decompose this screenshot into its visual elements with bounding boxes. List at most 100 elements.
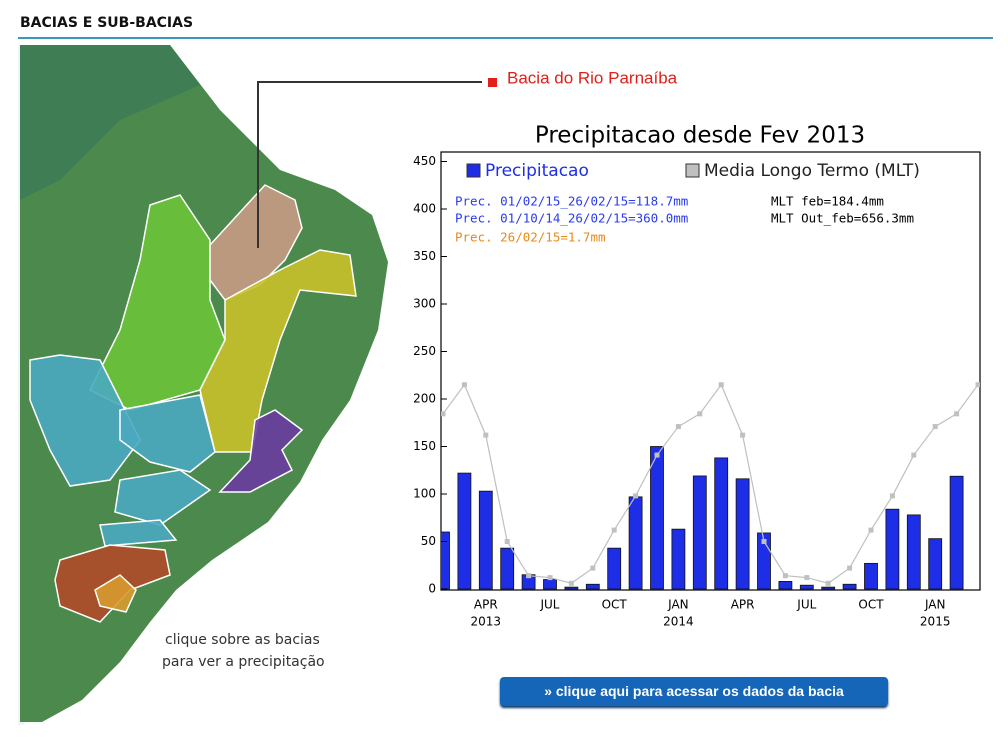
y-tick-label: 350 xyxy=(413,249,436,263)
y-tick-label: 100 xyxy=(413,487,436,501)
x-tick-label: OCT xyxy=(602,598,628,612)
mlt-marker xyxy=(654,452,660,458)
mlt-marker xyxy=(911,452,917,458)
mlt-marker xyxy=(504,539,510,544)
mlt-line xyxy=(442,383,979,584)
mlt-marker xyxy=(483,432,489,438)
basin-marker xyxy=(488,78,497,87)
y-tick-label: 450 xyxy=(413,154,436,168)
x-tick-label: APR xyxy=(731,598,755,612)
bar xyxy=(478,490,493,590)
annotation: MLT Out_feb=656.3mm xyxy=(771,211,914,226)
legend-swatch xyxy=(466,163,481,178)
annotation: Prec. 01/02/15_26/02/15=118.7mm xyxy=(455,194,688,209)
basin[interactable] xyxy=(29,354,141,487)
x-year-label: 2015 xyxy=(920,615,951,629)
mlt-marker xyxy=(526,573,532,579)
mlt-marker xyxy=(461,382,467,388)
basin-label: Bacia do Rio Parnaíba xyxy=(507,68,678,87)
x-year-label: 2014 xyxy=(663,615,694,629)
bar xyxy=(607,547,622,590)
map-caption: clique sobre as bacias xyxy=(165,632,320,648)
legend-swatch xyxy=(685,163,700,178)
bar xyxy=(842,583,857,590)
mlt-marker xyxy=(441,411,446,417)
chart-title: Precipitacao desde Fev 2013 xyxy=(535,123,865,149)
x-tick-label: JUL xyxy=(539,598,559,612)
mlt-marker xyxy=(825,580,831,586)
bar xyxy=(692,475,707,590)
mlt-marker xyxy=(697,411,703,417)
mlt-marker xyxy=(889,493,895,499)
mlt-marker xyxy=(590,565,596,571)
x-tick-label: JAN xyxy=(667,598,689,612)
basin[interactable] xyxy=(99,519,178,547)
bar xyxy=(735,478,750,590)
map: Bacia do Rio Parnaíba clique sobre as ba… xyxy=(18,45,678,725)
mlt-marker xyxy=(847,565,853,571)
bar xyxy=(457,472,472,590)
annotation: MLT feb=184.4mm xyxy=(771,194,884,209)
mlt-marker xyxy=(761,539,767,544)
bar xyxy=(949,475,964,590)
bar xyxy=(821,586,836,590)
mlt-marker xyxy=(804,575,810,581)
bar xyxy=(500,547,515,590)
mlt-marker xyxy=(932,424,938,430)
legend-label: Precipitacao xyxy=(485,161,589,181)
bar xyxy=(864,562,878,590)
annotation: Prec. 26/02/15=1.7mm xyxy=(455,230,606,245)
bar xyxy=(543,579,557,590)
land-north xyxy=(20,45,200,200)
plot xyxy=(441,382,980,590)
mlt-marker xyxy=(568,580,574,586)
bar xyxy=(778,581,793,590)
leader-line xyxy=(257,81,482,248)
data-button[interactable]: » clique aqui para acessar os dados da b… xyxy=(500,677,888,706)
y-tick-label: 150 xyxy=(413,439,436,453)
header-rule xyxy=(18,37,993,39)
x-year-label: 2013 xyxy=(471,615,502,629)
map-caption: para ver a precipitação xyxy=(162,654,325,670)
bar xyxy=(714,457,729,590)
section-title: BACIAS E SUB-BACIAS xyxy=(20,15,193,31)
mlt-marker xyxy=(633,493,639,499)
basin[interactable] xyxy=(114,469,212,526)
mlt-marker xyxy=(547,575,553,581)
x-tick-label: JAN xyxy=(924,598,946,612)
y-tick-label: 50 xyxy=(421,534,436,548)
bar xyxy=(585,583,600,590)
x-tick-label: APR xyxy=(474,598,498,612)
bar xyxy=(799,584,814,590)
basin-parnaiba[interactable] xyxy=(209,184,303,301)
mlt-marker xyxy=(782,573,788,579)
basin[interactable] xyxy=(199,249,357,453)
mlt-marker xyxy=(975,382,980,388)
mlt-marker xyxy=(868,527,874,533)
legend-label: Media Longo Termo (MLT) xyxy=(704,161,920,181)
x-tick-label: JUL xyxy=(796,598,816,612)
x-tick-label: OCT xyxy=(858,598,884,612)
basin[interactable] xyxy=(119,394,216,473)
mlt-marker xyxy=(675,424,681,430)
bar xyxy=(650,446,664,590)
y-tick-label: 250 xyxy=(413,344,436,358)
y-tick-label: 0 xyxy=(428,582,436,596)
y-tick-label: 200 xyxy=(413,392,436,406)
bar xyxy=(441,531,450,590)
bar xyxy=(671,528,686,590)
mlt-marker xyxy=(611,527,617,533)
basin[interactable] xyxy=(94,574,137,613)
bar xyxy=(885,508,900,590)
mlt-marker xyxy=(740,432,746,438)
mlt-marker xyxy=(718,382,724,388)
y-tick-label: 400 xyxy=(413,202,436,216)
bar xyxy=(928,538,943,590)
annotation: Prec. 01/10/14_26/02/15=360.0mm xyxy=(455,211,688,226)
y-tick-label: 300 xyxy=(413,297,436,311)
bar xyxy=(564,586,579,590)
basin[interactable] xyxy=(218,409,304,493)
bar xyxy=(906,514,921,590)
